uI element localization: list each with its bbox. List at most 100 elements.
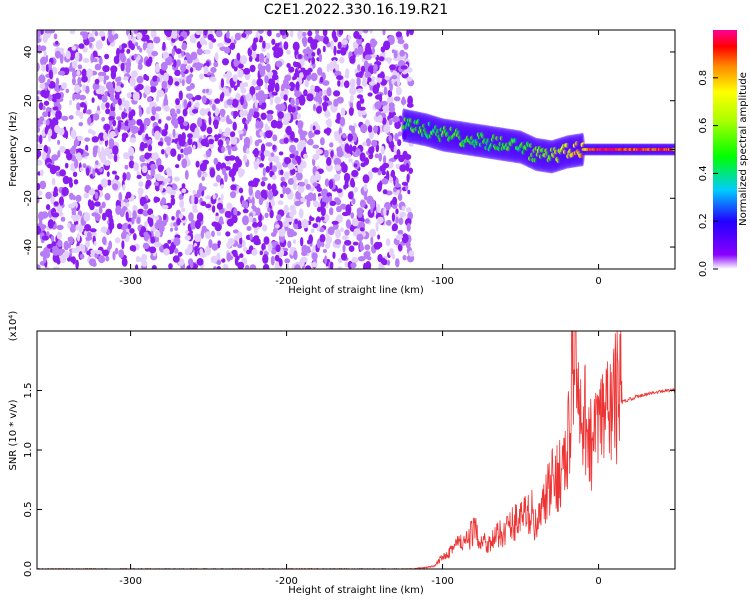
noise-blob [367, 77, 372, 83]
noise-blob [136, 32, 143, 40]
noise-blob [146, 173, 150, 180]
noise-blob [377, 241, 383, 248]
noise-blob [171, 216, 175, 221]
noise-blob [386, 95, 394, 105]
noise-blob [329, 200, 337, 206]
noise-blob [280, 181, 288, 188]
noise-blob [78, 223, 84, 234]
noise-blob [289, 204, 296, 212]
noise-blob [98, 151, 106, 160]
noise-blob [336, 149, 344, 158]
noise-blob [68, 99, 73, 106]
noise-blob [205, 203, 212, 209]
noise-blob [67, 242, 71, 249]
noise-blob [261, 243, 266, 252]
noise-blob [121, 43, 128, 49]
noise-blob [188, 212, 194, 222]
noise-blob [180, 63, 187, 73]
noise-blob [394, 133, 399, 142]
noise-blob [271, 91, 278, 96]
noise-blob [265, 63, 271, 73]
noise-blob [385, 238, 391, 247]
noise-blob [358, 256, 366, 262]
noise-blob [353, 228, 360, 234]
noise-blob [403, 43, 409, 50]
noise-blob [170, 183, 178, 191]
noise-blob [300, 197, 307, 203]
noise-blob [194, 219, 201, 230]
noise-blob [344, 229, 350, 236]
noise-blob [324, 255, 328, 264]
noise-blob [282, 120, 290, 126]
noise-blob [288, 81, 295, 92]
noise-blob [132, 210, 137, 220]
spectrogram-y-tick-label: 0 [23, 146, 34, 152]
noise-blob [199, 162, 207, 172]
noise-blob [221, 258, 226, 263]
noise-blob [271, 74, 279, 81]
noise-blob [334, 164, 342, 171]
noise-blob [344, 143, 350, 153]
noise-blob [107, 34, 115, 43]
noise-blob [208, 138, 215, 145]
noise-blob [225, 264, 229, 269]
noise-blob [388, 134, 393, 142]
noise-blob [276, 32, 281, 38]
noise-blob [361, 110, 367, 116]
noise-blob [393, 145, 397, 154]
noise-blob [226, 252, 232, 262]
snr-x-tick-label: 0 [595, 576, 601, 587]
noise-blob [128, 121, 133, 129]
noise-blob [272, 174, 277, 180]
noise-blob [132, 205, 138, 213]
noise-blob [405, 162, 410, 172]
noise-blob [311, 57, 316, 65]
noise-blob [226, 241, 232, 249]
noise-blob [323, 89, 328, 95]
noise-blob [218, 128, 223, 135]
noise-blob [161, 80, 168, 89]
noise-blob [259, 130, 265, 137]
noise-blob [132, 233, 137, 241]
noise-blob [51, 154, 59, 161]
noise-blob [143, 142, 148, 149]
noise-blob [126, 92, 132, 99]
noise-blob [161, 197, 167, 205]
noise-blob [264, 75, 269, 84]
noise-blob [395, 208, 399, 215]
spectrogram-y-tick-label: -20 [23, 190, 34, 206]
noise-blob [82, 58, 90, 63]
colorbar-tick-label: 0.6 [698, 118, 709, 134]
noise-blob [284, 187, 291, 195]
noise-blob [76, 69, 81, 76]
noise-blob [122, 229, 127, 240]
noise-blob [341, 235, 349, 241]
noise-blob [233, 235, 239, 242]
noise-blob [211, 103, 216, 111]
noise-blob [117, 98, 122, 106]
noise-blob [252, 94, 257, 102]
noise-blob [271, 38, 276, 46]
noise-blob [284, 217, 289, 224]
noise-blob [203, 30, 208, 36]
colorbar-label: Normalized spectral amplitude [738, 72, 749, 226]
noise-blob [49, 164, 57, 175]
noise-blob [337, 41, 342, 50]
noise-blob [156, 77, 160, 83]
noise-blob [237, 261, 245, 269]
noise-blob [252, 222, 259, 228]
noise-blob [77, 76, 82, 86]
noise-blob [101, 95, 108, 103]
noise-blob [174, 69, 181, 77]
noise-blob [274, 82, 280, 93]
noise-blob [283, 171, 290, 180]
noise-blob [213, 157, 219, 165]
noise-blob [333, 173, 341, 182]
noise-blob [287, 240, 292, 249]
noise-blob [110, 65, 118, 74]
noise-blob [45, 204, 51, 211]
noise-blob [206, 126, 213, 135]
noise-blob [172, 112, 178, 119]
noise-blob [178, 137, 186, 147]
noise-blob [151, 106, 157, 116]
